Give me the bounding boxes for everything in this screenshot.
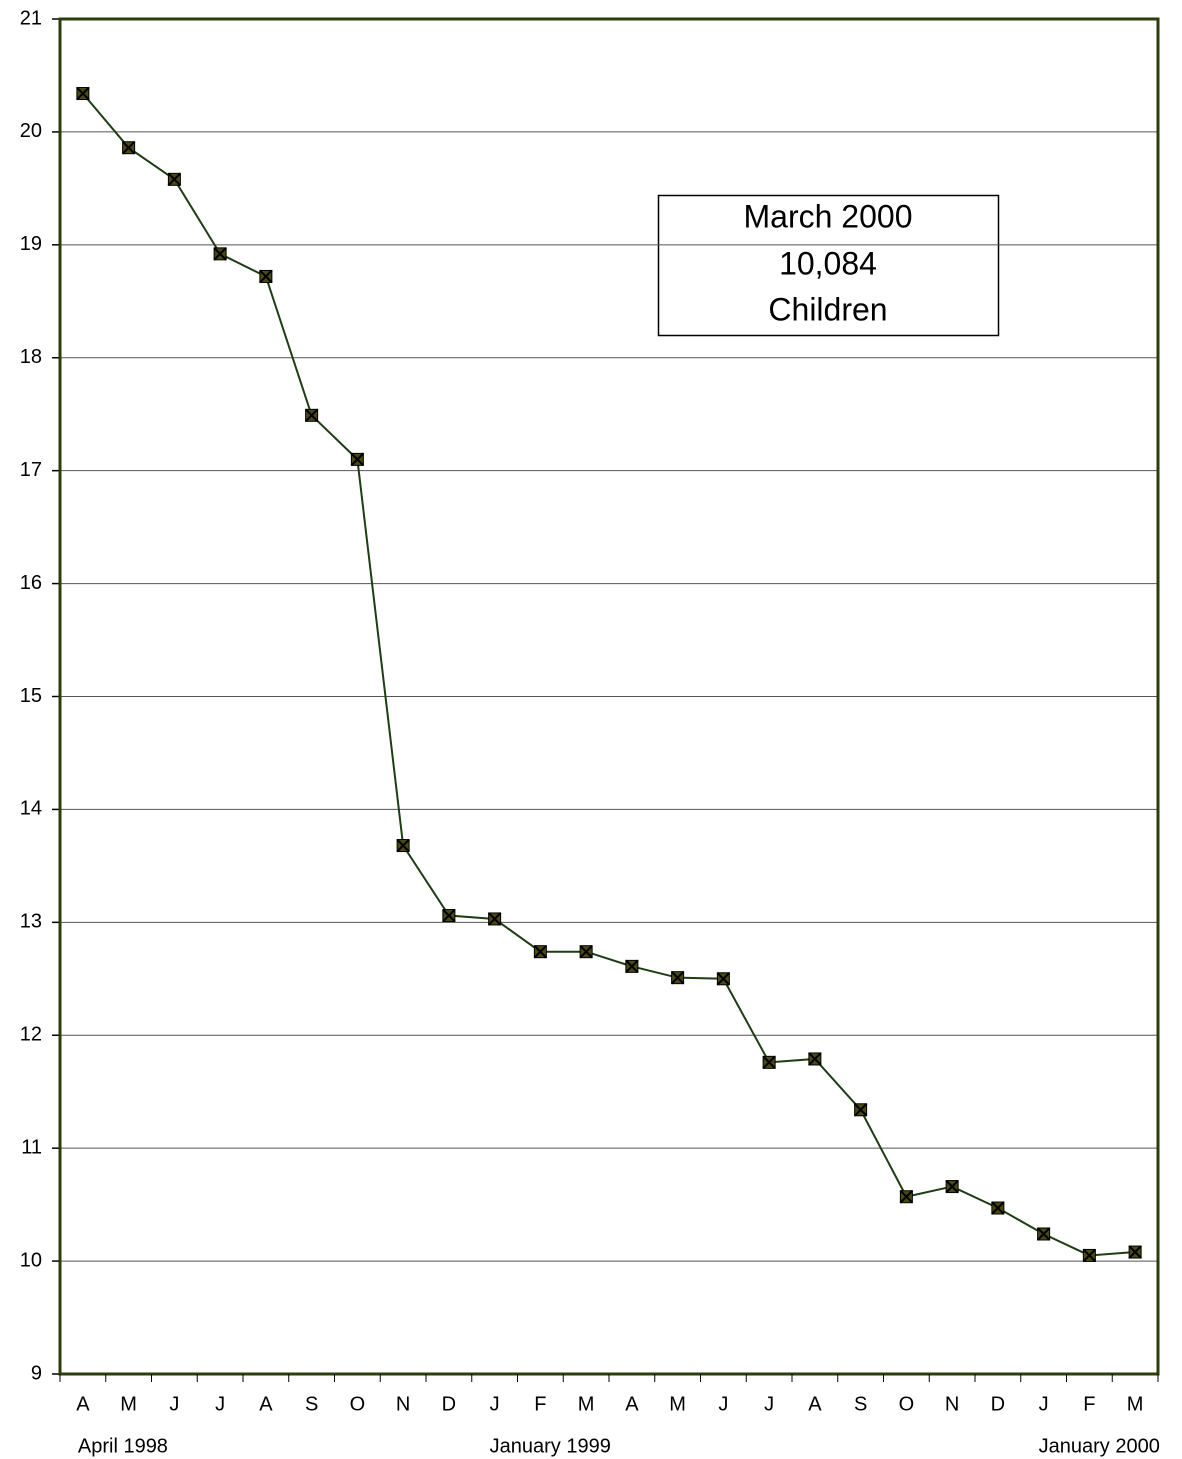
marker [213,247,227,261]
y-tick-label: 12 [20,1024,42,1046]
x-tick-label: A [808,1393,822,1415]
marker-cross [442,908,456,923]
marker [259,269,273,284]
x-tick-label: J [169,1393,179,1415]
y-tick-label: 11 [21,1136,42,1158]
annotation-box [657,194,1000,337]
annotation: Children [768,291,887,327]
marker [533,944,548,959]
marker-cross [899,1190,914,1204]
marker-cross [716,972,731,986]
marker [1128,1245,1142,1259]
marker [670,970,685,985]
marker-cross [396,838,410,853]
marker-cross [533,944,548,959]
x-tick-label: M [120,1393,137,1415]
marker [899,1190,914,1204]
x-tick-label: S [854,1393,867,1415]
marker-cross [853,1103,868,1117]
marker-cross [670,970,685,985]
x-tick-label: J [1039,1393,1049,1415]
x-tick-label: S [305,1393,318,1415]
x-tick-label: M [669,1393,686,1415]
marker-cross [1036,1227,1051,1241]
x-tick-label: F [534,1393,546,1415]
marker [304,408,319,423]
y-tick-label: 18 [20,346,42,368]
marker-cross [76,86,90,101]
marker [1036,1227,1051,1241]
x-tick-label: F [1083,1393,1095,1415]
x-tick-label: O [899,1393,915,1415]
marker-cross [1082,1248,1097,1263]
x-tick-label: J [215,1393,225,1415]
marker [76,86,90,101]
x-tick-label: N [396,1393,410,1415]
y-tick-label: 17 [20,459,42,481]
data-line [82,92,1136,1257]
x-tick-label: D [442,1393,456,1415]
marker [396,838,410,853]
y-tick-label: 20 [20,120,42,142]
marker-cross [259,269,273,284]
x-tick-label: A [76,1393,90,1415]
marker [579,944,593,959]
y-tick-label: 16 [20,572,42,594]
y-tick-label: 15 [20,685,42,707]
x-tick-label: D [991,1393,1005,1415]
annotation: March 2000 [744,198,913,234]
y-tick-label: 21 [20,7,42,29]
marker-cross [945,1179,959,1194]
marker-cross [213,247,227,261]
marker [1082,1248,1097,1263]
marker-cross [762,1055,776,1070]
marker-cross [350,452,365,467]
marker [991,1201,1005,1215]
marker [167,172,182,187]
x-tick-label: O [350,1393,366,1415]
marker [121,141,136,155]
marker [350,452,365,467]
marker [762,1055,776,1070]
marker [853,1103,868,1117]
marker [625,959,639,974]
marker-cross [304,408,319,423]
marker-cross [579,944,593,959]
marker [945,1179,959,1194]
y-tick-label: 9 [31,1362,42,1384]
x-tick-label: J [764,1393,774,1415]
marker-cross [487,912,502,926]
marker-cross [625,959,639,974]
x-tick-label: J [490,1393,500,1415]
y-tick-label: 13 [20,911,42,933]
x-group-label: April 1998 [78,1435,168,1457]
marker-cross [991,1201,1005,1215]
y-tick-label: 19 [20,233,42,255]
x-tick-label: N [945,1393,959,1415]
x-tick-label: M [1127,1393,1144,1415]
marker-cross [1128,1245,1142,1259]
x-group-label: January 2000 [1039,1435,1160,1457]
marker [808,1052,822,1066]
x-tick-label: J [718,1393,728,1415]
marker-cross [121,141,136,155]
y-tick-label: 10 [20,1249,42,1271]
x-tick-label: A [259,1393,273,1415]
x-tick-label: M [578,1393,595,1415]
marker [442,908,456,923]
y-tick-label: 14 [20,798,42,820]
marker [487,912,502,926]
x-tick-label: A [625,1393,639,1415]
marker-cross [167,172,182,187]
annotation: 10,084 [779,245,877,281]
x-group-label: January 1999 [490,1435,611,1457]
marker-cross [808,1052,822,1066]
marker [716,972,731,986]
